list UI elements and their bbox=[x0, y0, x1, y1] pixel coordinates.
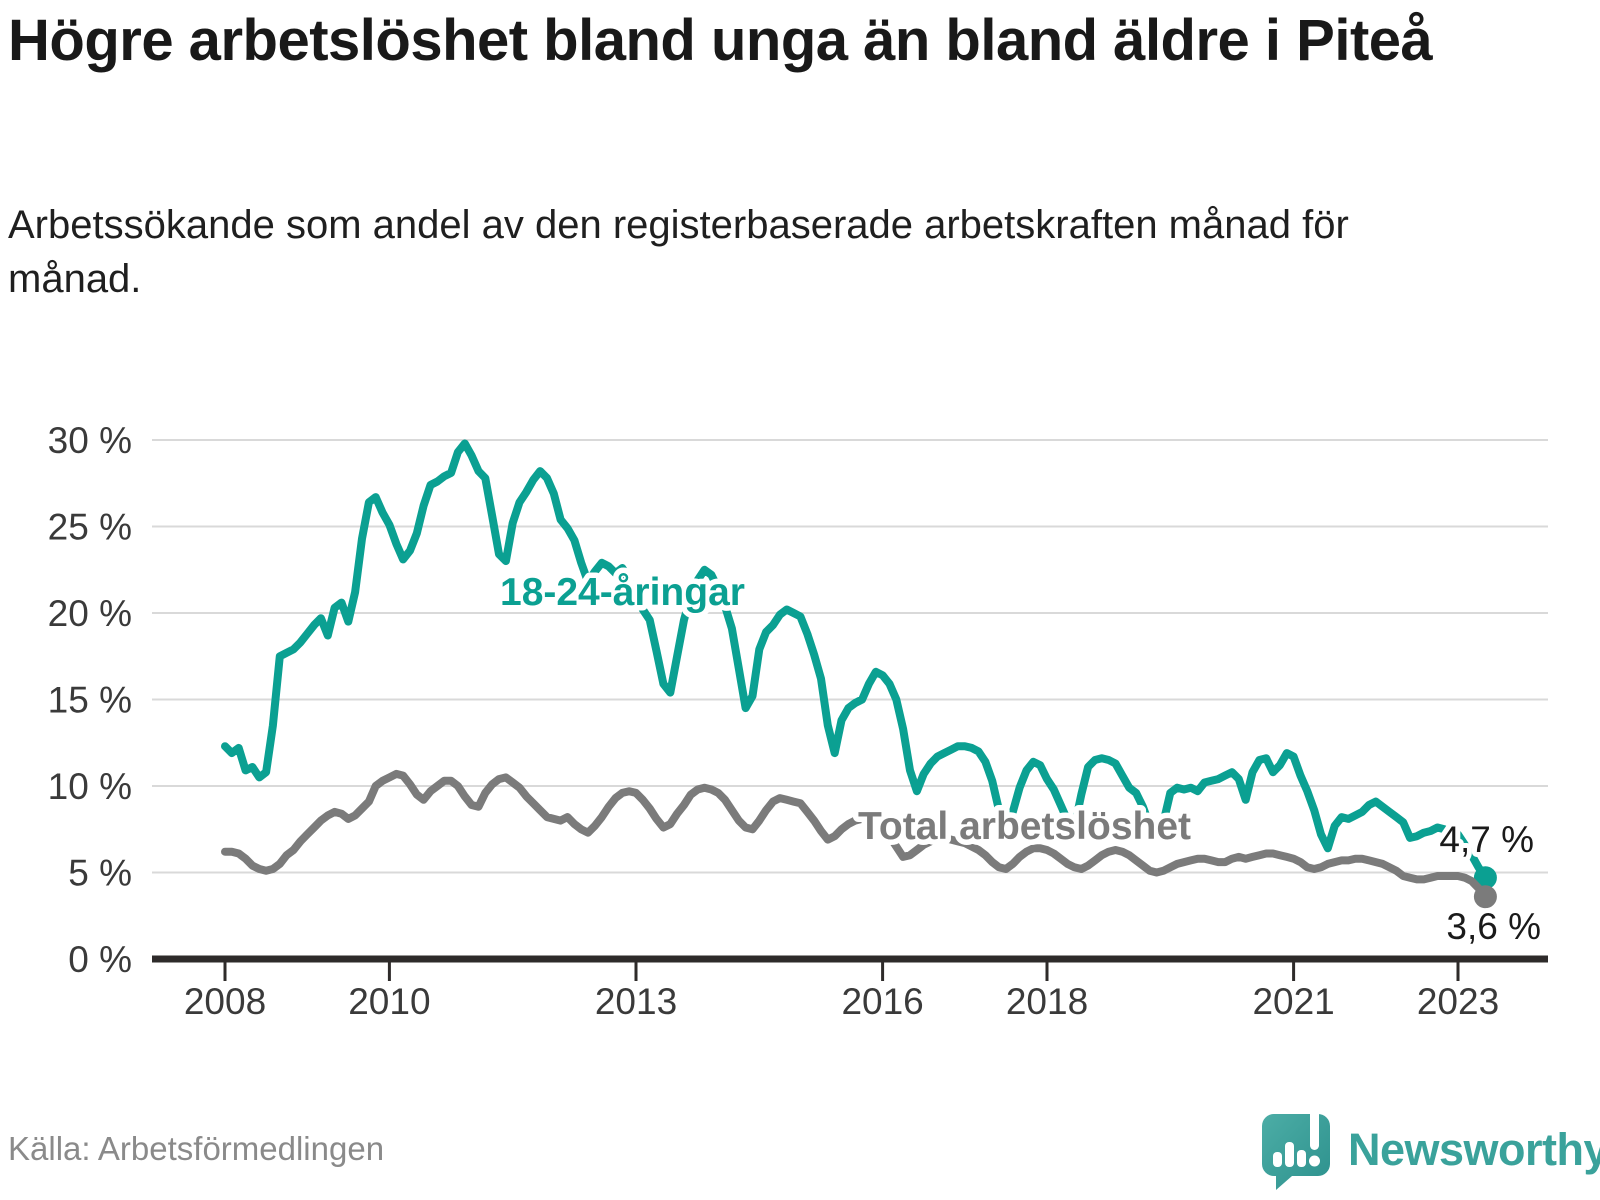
x-tick-label: 2018 bbox=[1006, 981, 1088, 1022]
series-label-total: Total arbetslöshet bbox=[858, 805, 1191, 848]
x-tick-label: 2021 bbox=[1252, 981, 1334, 1022]
source-note: Källa: Arbetsförmedlingen bbox=[8, 1130, 385, 1167]
chart-svg: 0 % 5 % 10 % 15 % 20 % 25 % 30 % 2008 2010 2013 20… bbox=[48, 420, 1548, 1022]
x-tick-label: 2010 bbox=[348, 981, 430, 1022]
y-tick-label: 5 % bbox=[68, 853, 132, 894]
chart: 0 % 5 % 10 % 15 % 20 % 25 % 30 % 2008 2010 2013 20… bbox=[0, 360, 1600, 1050]
labels: 0 % 5 % 10 % 15 % 20 % 25 % 30 % 2008 2010 2013 20… bbox=[48, 420, 1546, 1022]
newsworthy-logo-text: Newsworthy bbox=[1348, 1124, 1600, 1175]
y-tick-label: 0 % bbox=[68, 939, 132, 980]
end-value-label-total: 3,6 % bbox=[1446, 906, 1541, 947]
newsworthy-logo: Newsworthy bbox=[1258, 1108, 1600, 1192]
y-tick-label: 25 % bbox=[48, 507, 132, 548]
series-lines bbox=[221, 439, 1497, 909]
end-value-label-youth: 4,7 % bbox=[1439, 819, 1534, 860]
y-tick-label: 20 % bbox=[48, 593, 132, 634]
series-label-youth: 18-24-åringar bbox=[500, 571, 745, 614]
y-tick-label: 30 % bbox=[48, 420, 132, 461]
newsworthy-logo-icon bbox=[1262, 1108, 1330, 1190]
x-tick-label: 2013 bbox=[595, 981, 677, 1022]
chart-subtitle: Arbetssökande som andel av den registerb… bbox=[8, 203, 1349, 301]
y-tick-label: 15 % bbox=[48, 680, 132, 721]
series-end-dot-youth bbox=[1473, 866, 1497, 890]
axis bbox=[152, 955, 1548, 981]
page-title: Högre arbetslöshet bland unga än bland ä… bbox=[8, 8, 1433, 73]
series-line-total bbox=[221, 769, 1490, 901]
series-end-dot-total bbox=[1473, 885, 1497, 909]
x-tick-label: 2016 bbox=[841, 981, 923, 1022]
series-line-youth bbox=[221, 439, 1490, 882]
y-tick-label: 10 % bbox=[48, 766, 132, 807]
x-tick-label: 2008 bbox=[184, 981, 266, 1022]
x-tick-label: 2023 bbox=[1417, 981, 1499, 1022]
